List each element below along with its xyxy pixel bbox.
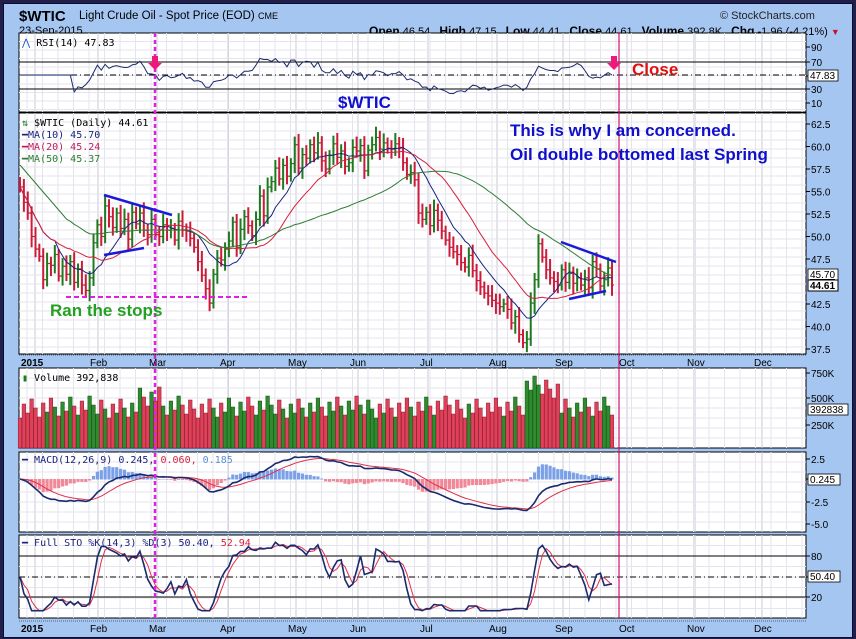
- y-axis-label: 2.5: [811, 455, 825, 466]
- x-axis-label: Sep: [555, 624, 573, 635]
- svg-text:47.83: 47.83: [810, 71, 835, 82]
- x-axis-label: Aug: [489, 358, 507, 369]
- x-axis-label: May: [288, 358, 307, 369]
- y-axis-label: 20: [811, 593, 823, 604]
- price-label: ⇅ $WTIC (Daily) 44.61: [21, 118, 148, 129]
- x-axis-label: Sep: [555, 358, 573, 369]
- y-axis-label: 47.5: [811, 255, 831, 266]
- close-value-tag: 44.61: [807, 279, 839, 292]
- x-axis-label: Oct: [619, 358, 635, 369]
- svg-text:50.40: 50.40: [810, 572, 835, 583]
- x-axis-label: Jul: [420, 358, 433, 369]
- x-axis-label: Dec: [754, 624, 772, 635]
- y-axis-label: -5.0: [811, 520, 829, 531]
- y-axis-label: 60.0: [811, 143, 831, 154]
- volume-icon: ▮: [22, 373, 34, 384]
- y-axis-label: 37.5: [811, 345, 831, 356]
- down-arrow-icon: [148, 63, 162, 70]
- x-axis-label: Nov: [687, 624, 705, 635]
- y-axis-label: 500K: [811, 394, 835, 405]
- rsi-icon: ⋀: [21, 38, 36, 49]
- description-text: Light Crude Oil - Spot Price (EOD): [79, 10, 255, 22]
- x-axis-label: Feb: [90, 358, 108, 369]
- ran-stops-annotation: Ran the stops: [50, 301, 162, 320]
- y-axis-label: 750K: [811, 369, 835, 380]
- x-axis-label: Apr: [220, 358, 236, 369]
- y-axis-label: 62.5: [811, 120, 831, 131]
- macd-label: ━ MACD(12,26,9) 0.245, 0.060, 0.185: [21, 455, 233, 466]
- concern-annotation-line1: This is why I am concerned.: [510, 121, 736, 140]
- svg-text:44.61: 44.61: [810, 281, 835, 292]
- wtic-annotation: $WTIC: [338, 93, 391, 112]
- x-axis-label: 2015: [21, 624, 44, 635]
- y-axis-label: 42.5: [811, 300, 831, 311]
- down-arrow-icon: ▼: [830, 27, 840, 37]
- y-axis-label: 40.0: [811, 323, 831, 334]
- trendline: [103, 193, 173, 217]
- x-axis-label: Jun: [350, 624, 366, 635]
- y-axis-label: 70: [811, 58, 823, 69]
- rsi-label: ⋀ RSI(14) 47.83: [21, 38, 115, 49]
- x-axis-label: Apr: [220, 624, 236, 635]
- bar-chart-icon: ⇅: [21, 118, 34, 129]
- ma10-legend: ━MA(10) 45.70: [21, 130, 100, 141]
- x-axis-label: Feb: [90, 624, 108, 635]
- x-axis-label: Mar: [149, 358, 167, 369]
- x-axis-label: Jul: [420, 624, 433, 635]
- volume-value-tag: 392838: [807, 403, 849, 416]
- series-layer: [17, 33, 621, 618]
- x-axis-label: 2015: [21, 358, 44, 369]
- macd-value-tag: 0.245: [807, 473, 841, 486]
- y-axis-label: 57.5: [811, 165, 831, 176]
- svg-text:392838: 392838: [810, 405, 844, 416]
- trendline: [103, 246, 145, 257]
- copyright-text: © StockCharts.com: [720, 10, 815, 22]
- x-axis-label: May: [288, 624, 307, 635]
- x-axis-label: Mar: [149, 624, 167, 635]
- sto-value-tag: 50.40: [807, 570, 841, 583]
- rsi-value-tag: 47.83: [807, 69, 839, 82]
- grid-lines: [19, 33, 806, 618]
- trendline: [568, 289, 607, 301]
- trendline: [560, 240, 617, 264]
- x-axis-label: Dec: [754, 358, 772, 369]
- y-axis-label: 250K: [811, 421, 835, 432]
- close-annotation: Close: [632, 60, 678, 79]
- ma20-legend: ━MA(20) 45.24: [21, 142, 100, 153]
- svg-text:45.70: 45.70: [810, 270, 835, 281]
- ma50-legend: ━MA(50) 45.37: [21, 154, 100, 165]
- symbol-title: $WTIC: [19, 8, 66, 25]
- y-axis-label: 55.0: [811, 188, 831, 199]
- x-axis-label: Oct: [619, 624, 635, 635]
- y-axis-label: 90: [811, 43, 823, 54]
- concern-annotation-line2: Oil double bottomed last Spring: [510, 145, 768, 164]
- y-axis-label: 80: [811, 552, 823, 563]
- y-axis-label: 52.5: [811, 210, 831, 221]
- symbol-description: Light Crude Oil - Spot Price (EOD) CME: [79, 10, 278, 22]
- svg-text:0.245: 0.245: [810, 475, 835, 486]
- ma-value-tag: 45.70: [807, 268, 839, 281]
- volume-label: ▮ Volume 392,838: [22, 373, 118, 384]
- y-axis-label: 50.0: [811, 233, 831, 244]
- y-axis-label: 10: [811, 99, 823, 110]
- axes: 2015 Feb Mar Apr May Jun Jul Aug Sep Oct Nov Dec201…: [19, 43, 835, 635]
- y-axis-label: 30: [811, 85, 823, 96]
- price-panel: [18, 112, 807, 355]
- y-axis-label: -2.5: [811, 498, 829, 509]
- x-axis-label: Nov: [687, 358, 705, 369]
- exchange-text: CME: [257, 11, 278, 21]
- sto-label: ━ Full STO %K(14,3) %D(3) 50.40, 52.94: [21, 538, 251, 549]
- rsi-panel: [18, 32, 807, 113]
- x-axis-label: Aug: [489, 624, 507, 635]
- down-arrow-icon: [607, 63, 621, 70]
- x-axis-label: Jun: [350, 358, 366, 369]
